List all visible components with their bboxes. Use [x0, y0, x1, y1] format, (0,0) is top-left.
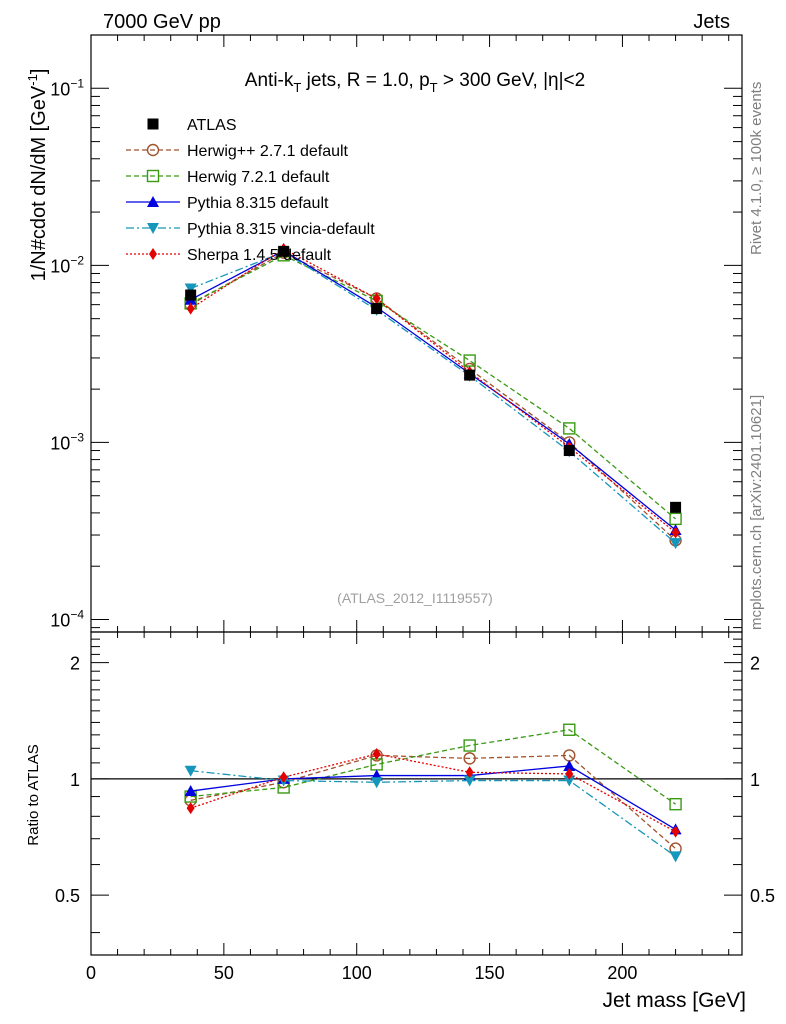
header-right: Jets	[693, 11, 730, 33]
ratio-line-herwigpp	[190, 754, 676, 850]
title-part-1: Anti-k	[245, 70, 294, 91]
y-tick-label-base: 10	[50, 611, 70, 631]
x-tick-label: 200	[607, 963, 637, 983]
ratio-series	[184, 723, 682, 863]
y-tick-label-exp: −3	[70, 430, 84, 444]
y-tick-label-base: 10	[50, 433, 70, 453]
legend-label-herwigpp: Herwig++ 2.7.1 default	[187, 143, 349, 160]
series-line-herwigpp	[190, 251, 677, 541]
y-tick-label-base: 10	[50, 256, 70, 276]
y-tick-label: 10−2	[50, 253, 84, 276]
ratio-line-sherpa	[190, 753, 676, 833]
ratio-point-vincia	[184, 765, 197, 777]
ratio-point-sherpa	[565, 767, 574, 780]
title-sub-1: T	[293, 80, 301, 95]
title-part-3: > 300 GeV, |η|<2	[438, 70, 586, 91]
main-axis-ticks: 10−410−310−210−1	[50, 34, 742, 632]
ratio-y-tick-label: 2	[70, 654, 80, 674]
ratio-point-vincia	[669, 851, 682, 863]
legend-marker-herwigpp	[146, 143, 160, 157]
series-line-herwig7	[190, 254, 676, 520]
y-tick-label: 10−1	[50, 76, 84, 99]
y-axis-label-close: ]	[28, 69, 50, 75]
data-point-sherpa	[372, 292, 381, 305]
legend-marker-vincia	[147, 223, 159, 234]
ratio-point-sherpa	[465, 766, 474, 779]
data-point-atlas	[278, 245, 290, 257]
analysis-watermark: (ATLAS_2012_I1119557)	[337, 590, 493, 606]
ratio-line-herwig7	[190, 729, 676, 805]
y-tick-label: 10−4	[50, 608, 84, 631]
y-tick-label-exp: −1	[70, 76, 84, 90]
x-axis-label: Jet mass [GeV]	[602, 989, 746, 1012]
series-line-vincia	[190, 251, 676, 544]
series-line-sherpa	[190, 248, 676, 534]
data-point-atlas	[371, 303, 383, 315]
y-axis-label-main: 1/N#cdot dN/dM [GeV	[28, 85, 50, 281]
ratio-line-pythia	[190, 765, 676, 830]
data-point-atlas	[185, 289, 197, 301]
data-point-atlas	[670, 501, 682, 513]
ratio-point-vincia	[563, 775, 576, 787]
data-point-vincia	[184, 283, 197, 295]
y-tick-label-base: 10	[50, 79, 70, 99]
y-tick-label-exp: −4	[70, 608, 84, 622]
ratio-point-herwig7	[669, 797, 682, 811]
ratio-y-tick-label: 1	[70, 770, 80, 790]
legend-label-sherpa: Sherpa 1.4.5 default	[187, 247, 332, 264]
y-axis-label-exp: -1	[25, 74, 40, 86]
legend-marker-herwig7	[146, 169, 160, 183]
x-tick-label: 50	[214, 963, 234, 983]
ratio-line-vincia	[190, 770, 676, 857]
series-line-pythia	[190, 249, 676, 531]
chart-title: Anti-kT jets, R = 1.0, pT > 300 GeV, |η|…	[245, 70, 585, 95]
ratio-axis-ticks: 0 50 100 150 200 0.5 0.5 1 1 2 2	[55, 631, 775, 983]
x-tick-label: 0	[86, 963, 96, 983]
legend-label-herwig7: Herwig 7.2.1 default	[187, 169, 330, 186]
ratio-point-sherpa	[372, 747, 381, 760]
ratio-y-tick-label-right: 2	[750, 654, 760, 674]
ratio-y-axis-label: Ratio to ATLAS	[25, 744, 42, 845]
ratio-point-pythia	[184, 785, 197, 797]
y-axis-label: 1/N#cdot dN/dM [GeV-1]	[25, 69, 50, 282]
x-tick-label: 150	[475, 963, 505, 983]
legend-marker-sherpa	[149, 248, 157, 260]
main-series	[184, 242, 682, 550]
data-point-herwig7	[563, 422, 576, 435]
ratio-point-herwig7	[463, 739, 476, 752]
data-point-atlas	[464, 369, 476, 381]
data-point-sherpa	[671, 526, 680, 539]
y-tick-label-exp: −2	[70, 253, 84, 267]
ratio-point-pythia	[563, 759, 576, 771]
legend-marker-pythia	[147, 196, 159, 207]
data-point-atlas	[563, 445, 575, 457]
legend-label-atlas: ATLAS	[187, 117, 237, 134]
ratio-point-sherpa	[671, 825, 680, 838]
legend-label-vincia: Pythia 8.315 vincia-default	[187, 221, 375, 238]
header-left: 7000 GeV pp	[103, 11, 221, 33]
legend-label-pythia: Pythia 8.315 default	[187, 195, 329, 212]
ratio-y-tick-label-right: 0.5	[750, 886, 775, 906]
y-tick-label: 10−3	[50, 430, 84, 453]
title-sub-2: T	[430, 80, 438, 95]
ratio-y-tick-label: 0.5	[55, 886, 80, 906]
ratio-point-sherpa	[186, 802, 195, 815]
ratio-point-herwigpp	[463, 752, 476, 765]
ratio-point-herwig7	[563, 723, 576, 736]
ratio-point-vincia	[370, 777, 383, 789]
ratio-y-tick-label-right: 1	[750, 770, 760, 790]
title-part-2: jets, R = 1.0, p	[301, 70, 429, 91]
ratio-plot-frame	[90, 631, 743, 956]
ratio-point-vincia	[463, 775, 476, 787]
rivet-label: Rivet 4.1.0, ≥ 100k events	[748, 82, 765, 255]
legend-marker-atlas	[147, 118, 159, 130]
data-point-vincia	[669, 538, 682, 550]
x-tick-label: 100	[342, 963, 372, 983]
mcplots-label: mcplots.cern.ch [arXiv:2401.10621]	[748, 395, 765, 630]
ratio-point-sherpa	[279, 771, 288, 784]
legend: ATLAS Herwig++ 2.7.1 default Herwig 7.2.1 …	[126, 117, 375, 264]
data-point-sherpa	[186, 302, 195, 315]
